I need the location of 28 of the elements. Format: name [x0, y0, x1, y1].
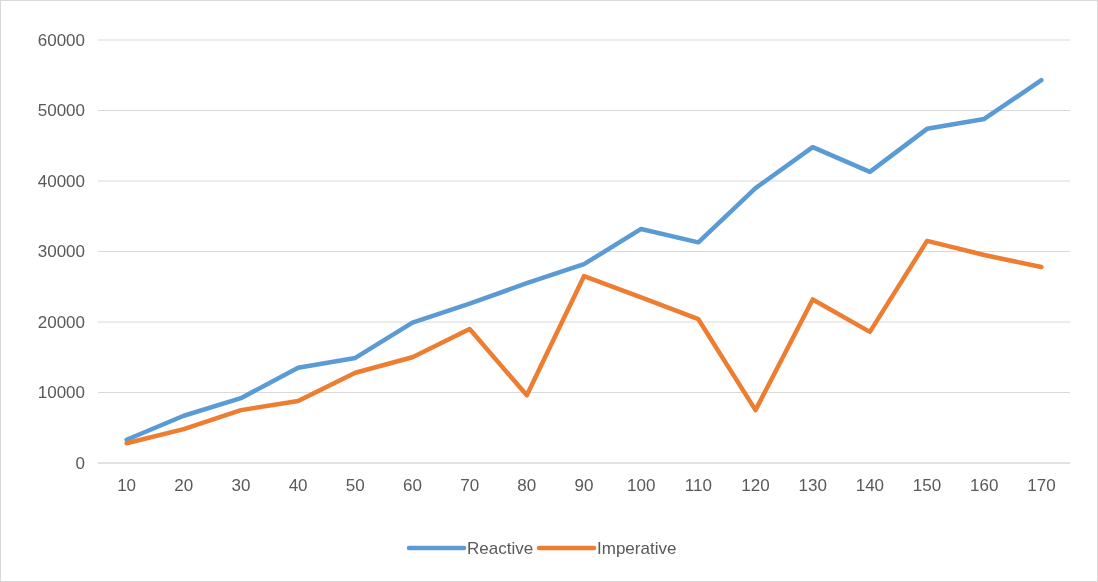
x-tick-label: 80: [517, 476, 537, 495]
x-tick-label: 120: [741, 476, 770, 495]
x-tick-label: 60: [403, 476, 422, 495]
legend-label: Reactive: [467, 538, 534, 558]
y-tick-label: 60000: [37, 30, 85, 50]
x-tick-label: 30: [231, 476, 251, 495]
x-tick-label: 130: [798, 476, 827, 495]
x-tick-label: 150: [912, 476, 942, 495]
x-tick-label: 40: [288, 476, 308, 495]
x-tick-label: 10: [117, 476, 137, 495]
x-tick-label: 100: [626, 476, 656, 495]
line-series: [124, 238, 1044, 446]
x-tick-label: 140: [855, 476, 885, 495]
x-tick-label: 70: [460, 476, 480, 495]
y-tick-label: 20000: [37, 312, 85, 332]
x-tick-label: 50: [345, 476, 365, 495]
y-tick-label: 50000: [37, 101, 85, 121]
x-tick-label: 110: [684, 476, 712, 495]
x-tick-label: 160: [970, 476, 999, 495]
y-tick-label: 0: [75, 453, 85, 473]
y-tick-label: 30000: [37, 242, 85, 262]
x-tick-label: 90: [574, 476, 594, 495]
line-series: [124, 77, 1044, 442]
y-tick-label: 10000: [37, 383, 85, 403]
x-tick-label: 20: [174, 476, 194, 495]
x-tick-label: 170: [1027, 476, 1056, 495]
y-tick-label: 40000: [37, 171, 85, 191]
legend-label: Imperative: [597, 538, 677, 558]
